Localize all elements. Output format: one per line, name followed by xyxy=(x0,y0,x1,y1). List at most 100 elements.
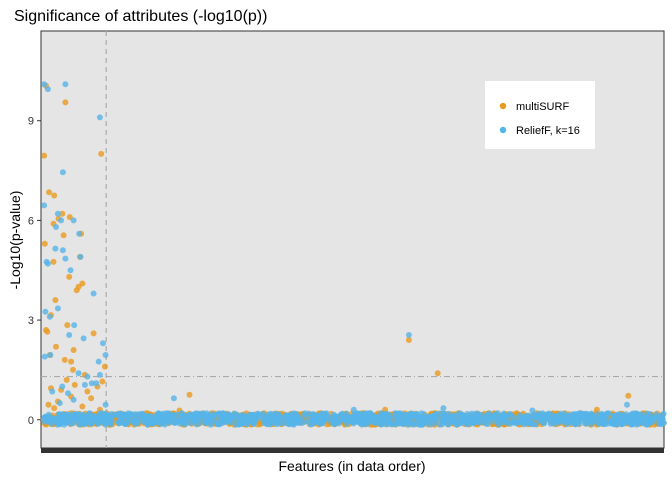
data-point xyxy=(420,411,427,418)
data-point xyxy=(170,395,177,402)
data-point xyxy=(331,417,338,424)
legend-marker-relieff xyxy=(499,126,507,134)
data-point xyxy=(389,421,396,428)
data-point xyxy=(70,217,77,224)
data-point xyxy=(76,230,83,237)
data-point xyxy=(51,192,58,199)
data-point xyxy=(205,413,212,420)
legend-box xyxy=(485,81,595,149)
data-point xyxy=(49,388,56,395)
data-point xyxy=(62,81,69,88)
data-point xyxy=(555,414,562,420)
data-point xyxy=(290,421,297,428)
data-point xyxy=(471,413,478,420)
data-point xyxy=(624,401,630,408)
data-point xyxy=(648,415,655,422)
data-point xyxy=(431,412,438,419)
data-point xyxy=(236,421,243,428)
data-point xyxy=(64,322,71,329)
data-point xyxy=(96,371,103,378)
data-point xyxy=(161,421,168,428)
data-point xyxy=(41,81,48,88)
data-point xyxy=(63,376,70,383)
data-point xyxy=(80,411,87,418)
data-point xyxy=(179,413,186,420)
data-point xyxy=(659,416,666,422)
data-point xyxy=(101,363,108,370)
data-point xyxy=(65,390,71,397)
data-point xyxy=(42,308,49,315)
data-point xyxy=(84,388,91,395)
data-point xyxy=(476,413,483,420)
data-point xyxy=(317,420,324,427)
data-point xyxy=(193,412,200,419)
data-point xyxy=(80,335,87,342)
data-point xyxy=(628,421,635,428)
data-point xyxy=(346,414,353,420)
data-point xyxy=(59,169,66,176)
data-point xyxy=(61,356,68,363)
data-point xyxy=(262,417,269,424)
legend-marker-multisurf xyxy=(499,102,507,110)
data-point xyxy=(440,405,447,412)
data-point xyxy=(222,412,229,419)
data-point xyxy=(413,421,420,427)
data-point xyxy=(84,373,91,380)
data-point xyxy=(320,410,326,417)
data-point xyxy=(378,410,385,417)
data-point xyxy=(632,410,638,417)
data-point xyxy=(495,419,502,426)
data-point xyxy=(121,413,128,420)
data-point xyxy=(449,415,456,422)
reference-lines xyxy=(41,31,664,448)
y-axis-title: -Log10(p-value) xyxy=(7,191,23,290)
data-point xyxy=(653,411,660,418)
x-axis-title: Features (in data order) xyxy=(278,458,425,474)
data-point xyxy=(56,400,63,407)
data-point xyxy=(434,370,441,377)
y-tick-label: 3 xyxy=(28,315,34,327)
data-point xyxy=(351,419,358,425)
data-point xyxy=(644,410,650,417)
data-point xyxy=(350,406,357,413)
data-point xyxy=(489,414,496,421)
data-point xyxy=(405,332,412,338)
data-point xyxy=(81,381,88,388)
data-point xyxy=(215,420,222,427)
data-point xyxy=(405,337,412,343)
data-point xyxy=(46,313,53,320)
data-point xyxy=(172,417,179,424)
data-point xyxy=(546,410,552,417)
y-tick-label: 6 xyxy=(28,215,34,227)
data-point xyxy=(384,421,391,428)
data-point xyxy=(397,420,403,427)
data-point xyxy=(98,150,105,157)
data-point xyxy=(508,412,515,419)
data-point xyxy=(54,210,61,217)
data-point xyxy=(609,420,616,427)
data-point xyxy=(236,414,242,421)
data-point xyxy=(79,403,86,410)
data-point xyxy=(377,418,384,424)
data-point xyxy=(128,412,135,419)
data-point xyxy=(186,414,193,421)
data-point xyxy=(593,406,600,413)
data-point xyxy=(351,413,358,420)
data-point xyxy=(440,410,447,417)
data-point xyxy=(565,417,572,424)
data-point xyxy=(540,420,547,427)
data-point xyxy=(344,421,350,427)
data-point xyxy=(210,413,217,420)
data-point xyxy=(96,415,103,422)
data-point xyxy=(62,255,69,262)
data-point xyxy=(537,413,544,420)
data-point xyxy=(70,396,77,403)
data-point xyxy=(41,202,48,209)
data-point xyxy=(631,415,638,422)
data-point xyxy=(227,415,234,422)
data-point xyxy=(99,378,106,385)
data-point xyxy=(209,417,216,424)
data-point xyxy=(59,383,66,390)
data-point xyxy=(105,412,112,419)
data-point xyxy=(623,419,630,426)
